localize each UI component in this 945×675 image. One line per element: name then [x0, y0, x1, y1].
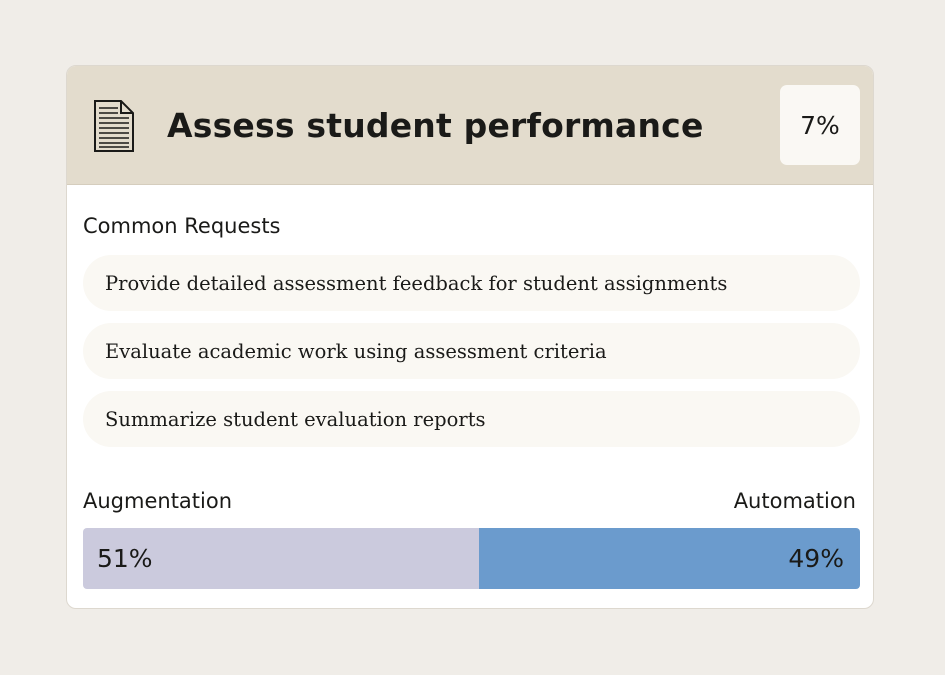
task-share-badge: 7% — [780, 85, 860, 165]
augmentation-value: 51% — [97, 544, 153, 573]
common-requests-label: Common Requests — [83, 214, 281, 238]
card-header: Assess student performance 7% — [67, 66, 873, 185]
document-icon — [94, 100, 134, 152]
request-item: Summarize student evaluation reports — [83, 391, 860, 447]
task-title: Assess student performance — [167, 106, 704, 145]
automation-value: 49% — [788, 544, 844, 573]
request-item: Evaluate academic work using assessment … — [83, 323, 860, 379]
request-item: Provide detailed assessment feedback for… — [83, 255, 860, 311]
task-card: Assess student performance 7% Common Req… — [66, 65, 874, 609]
requests-list: Provide detailed assessment feedback for… — [83, 255, 860, 459]
augmentation-segment: 51% — [83, 528, 480, 589]
augmentation-automation-bar: 51% 49% — [83, 528, 860, 589]
automation-label: Automation — [733, 489, 856, 513]
augmentation-label: Augmentation — [83, 489, 233, 513]
automation-segment: 49% — [479, 528, 860, 589]
